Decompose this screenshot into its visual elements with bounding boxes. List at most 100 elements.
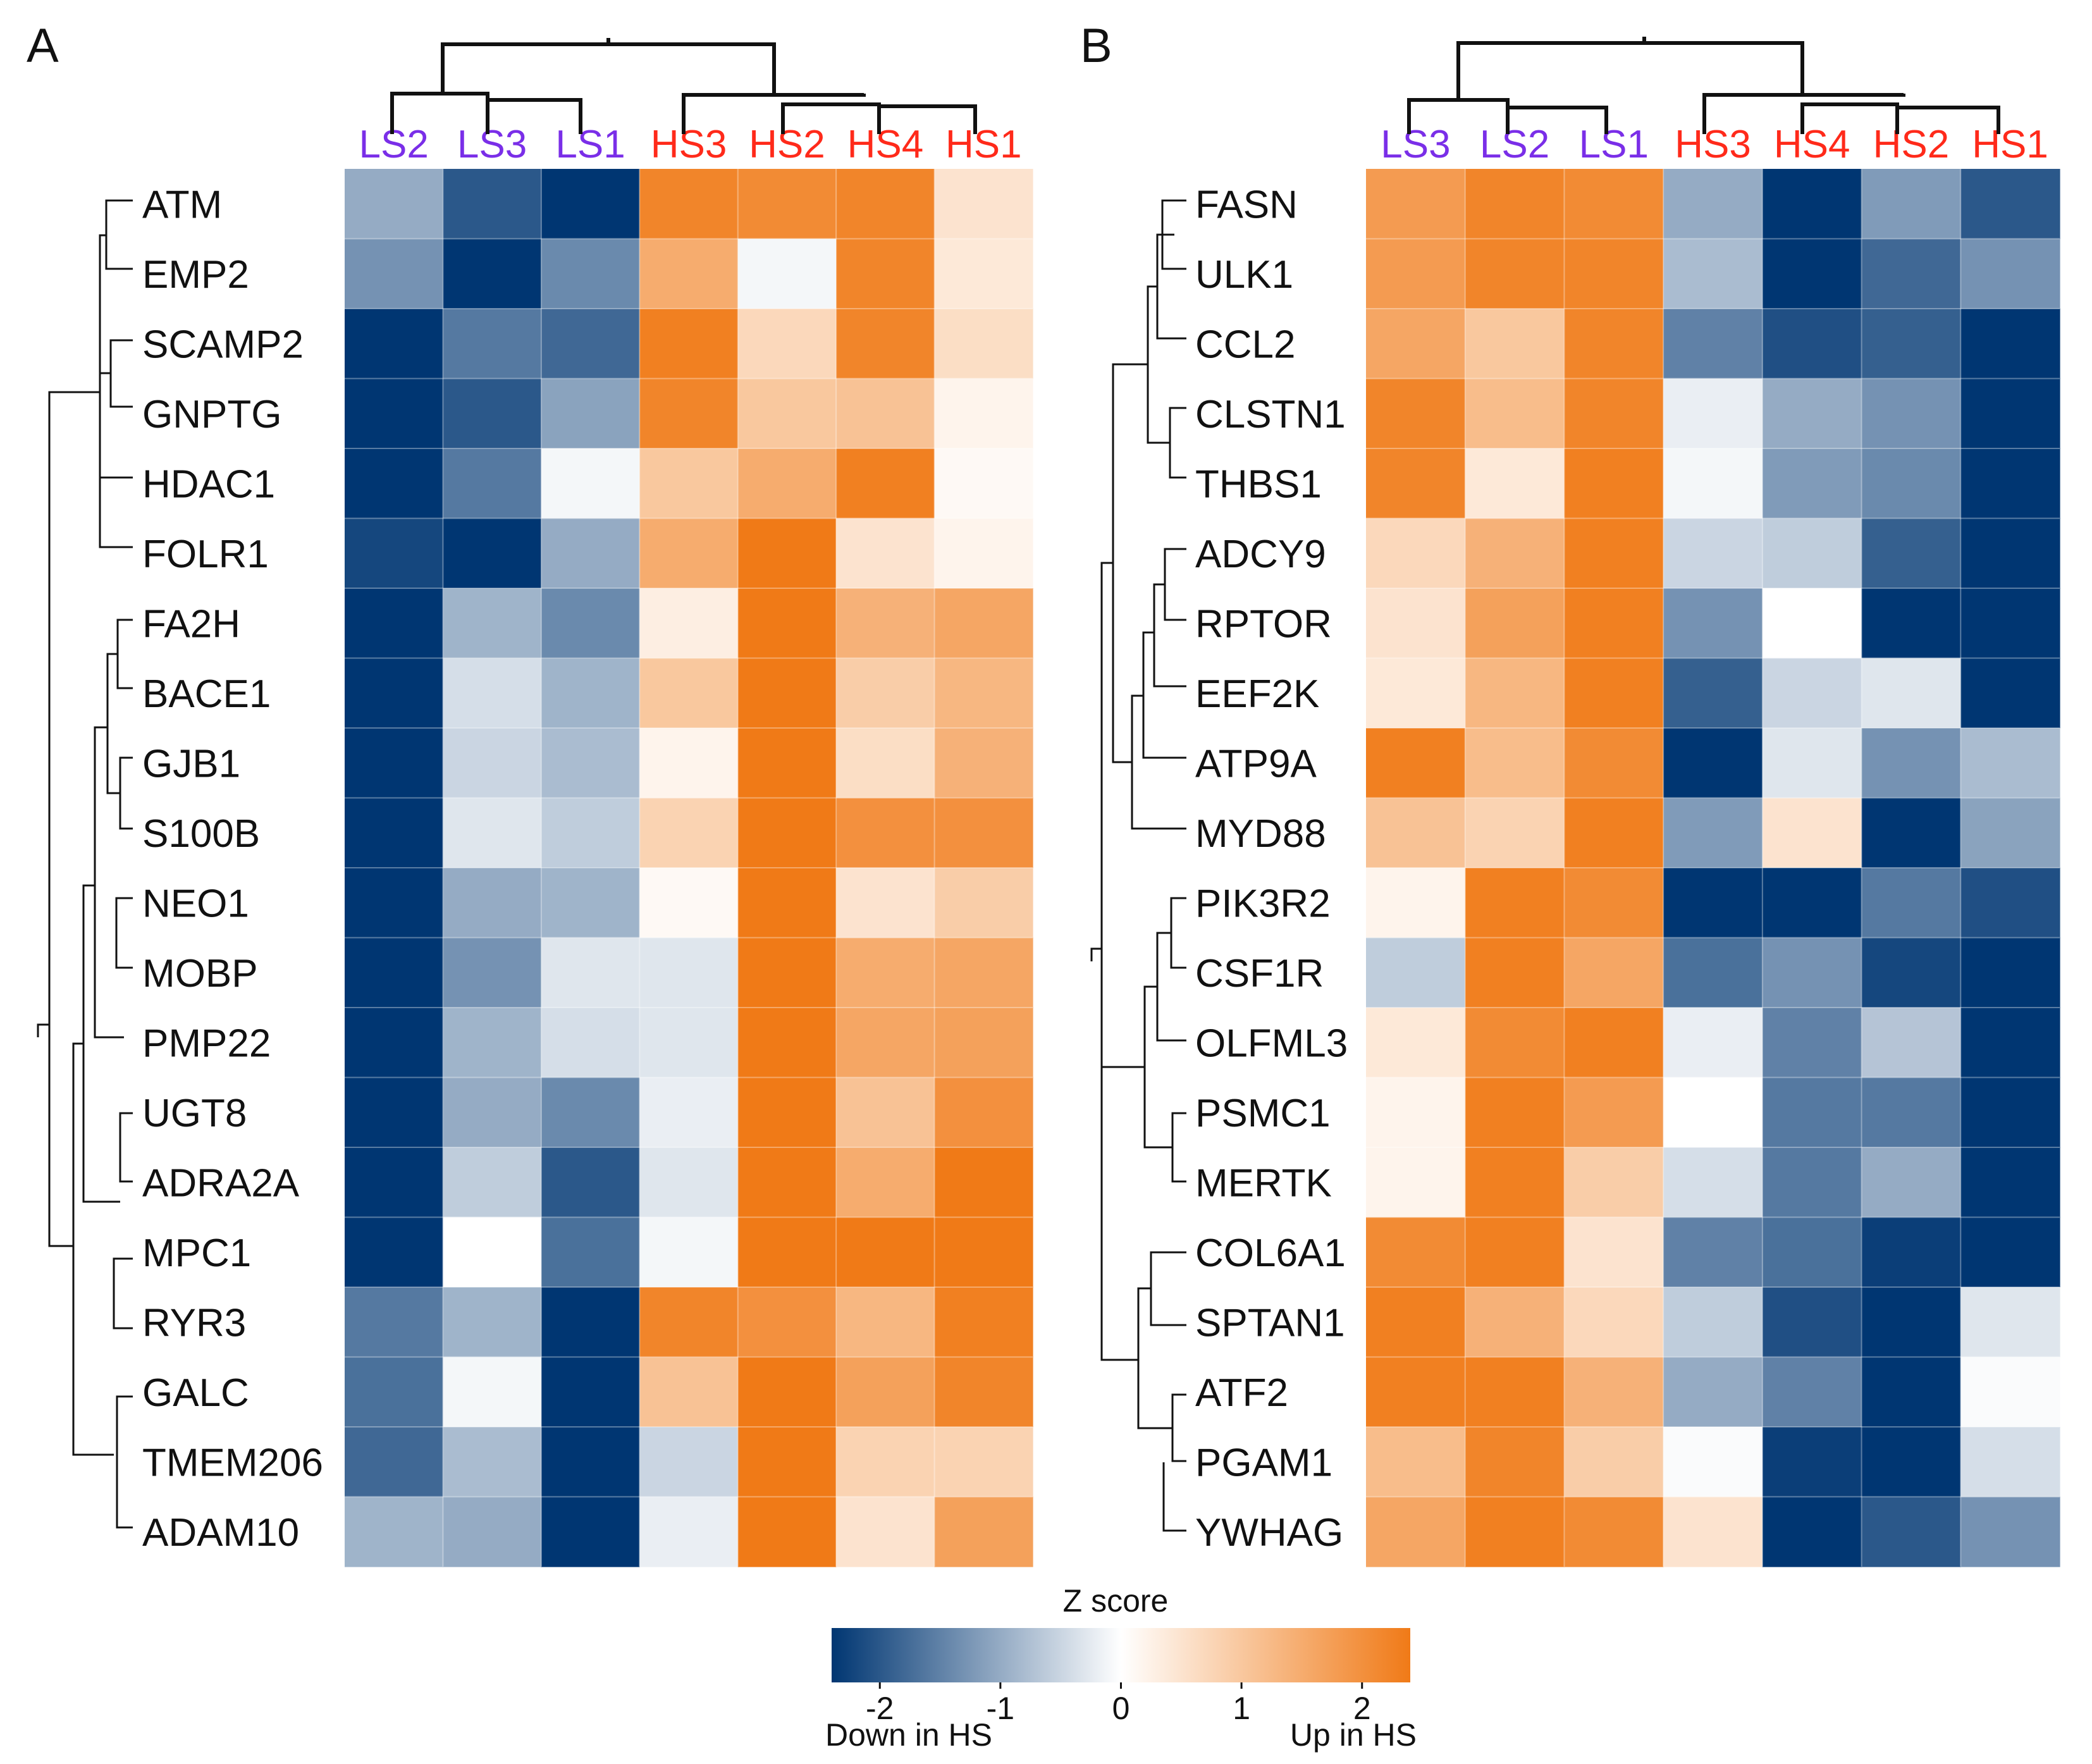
heatmap-cell-tmem206-hs4 [836,1427,935,1498]
row-label-ryr3: RYR3 [142,1301,246,1345]
heatmap-cell-gjb1-hs1 [934,728,1033,799]
column-label-ls3: LS3 [1381,123,1450,166]
heatmap-cell-fa2h-hs2 [737,588,837,659]
heatmap-cell-bace1-hs3 [639,658,739,729]
column-label-ls1: LS1 [555,123,625,166]
heatmap-cell-ywhag-hs4 [1762,1496,1862,1567]
heatmap-cell-myd88-hs1 [1960,798,2060,868]
heatmap-cell-psmc1-hs2 [1861,1077,1961,1148]
heatmap-cell-olfml3-hs2 [1861,1008,1961,1078]
heatmap-cell-adra2a-hs4 [836,1147,935,1218]
heatmap-cell-mpc1-hs4 [836,1217,935,1288]
row-label-mertk: MERTK [1195,1161,1332,1205]
heatmap-cell-ryr3-hs4 [836,1287,935,1358]
heatmap-cell-mpc1-hs2 [737,1217,837,1288]
heatmap-cell-sptan1-ls3 [1366,1287,1466,1358]
heatmap-cell-thbs1-hs3 [1663,448,1763,519]
panel-a-column-dendrogram [390,38,977,134]
row-label-gjb1: GJB1 [142,742,240,786]
heatmap-cell-atm-ls2 [345,169,444,240]
heatmap-cell-thbs1-hs2 [1861,448,1961,519]
heatmap-cell-mertk-ls1 [1564,1147,1664,1218]
row-label-myd88: MYD88 [1195,812,1326,856]
colorbar-tick-label: -2 [866,1691,894,1726]
heatmap-cell-s100b-hs2 [737,798,837,868]
row-label-adam10: ADAM10 [142,1511,299,1555]
heatmap-cell-psmc1-ls1 [1564,1077,1664,1148]
heatmap-cell-col6a1-hs2 [1861,1217,1961,1288]
heatmap-cell-pgam1-hs1 [1960,1427,2060,1498]
heatmap-cell-thbs1-hs4 [1762,448,1862,519]
heatmap-cell-pik3r2-ls2 [1465,868,1565,939]
heatmap-cell-olfml3-hs1 [1960,1008,2060,1078]
heatmap-cell-ccl2-ls3 [1366,309,1466,379]
heatmap-cell-eef2k-hs1 [1960,658,2060,729]
heatmap-cell-ywhag-hs1 [1960,1496,2060,1567]
column-label-hs2: HS2 [1873,123,1950,166]
heatmap-cell-ulk1-hs2 [1861,238,1961,309]
heatmap-cell-gjb1-ls2 [345,728,444,799]
heatmap-cell-rptor-hs1 [1960,588,2060,659]
row-label-neo1: NEO1 [142,882,249,925]
heatmap-cell-adcy9-ls2 [1465,518,1565,589]
heatmap-cell-gnptg-hs1 [934,378,1033,449]
heatmap-cell-ccl2-ls2 [1465,309,1565,379]
row-label-bace1: BACE1 [142,672,271,716]
heatmap-cell-ccl2-hs3 [1663,309,1763,379]
heatmap-cell-rptor-ls2 [1465,588,1565,659]
heatmap-cell-rptor-hs2 [1861,588,1961,659]
heatmap-cell-mobp-ls2 [345,937,444,1008]
heatmap-cell-bace1-hs4 [836,658,935,729]
heatmap-cell-neo1-ls2 [345,868,444,939]
heatmap-cell-tmem206-hs2 [737,1427,837,1498]
heatmap-cell-folr1-hs3 [639,518,739,589]
heatmap-cell-atm-ls3 [443,169,542,240]
heatmap-cell-pmp22-hs2 [737,1008,837,1078]
heatmap-cell-atf2-hs4 [1762,1357,1862,1428]
heatmap-cell-atp9a-ls1 [1564,728,1664,799]
heatmap-cell-fasn-hs4 [1762,169,1862,240]
row-label-pik3r2: PIK3R2 [1195,882,1331,925]
heatmap-cell-eef2k-hs4 [1762,658,1862,729]
heatmap-cell-mobp-ls1 [541,937,640,1008]
heatmap-cell-pmp22-ls2 [345,1008,444,1078]
heatmap-cell-ugt8-hs3 [639,1077,739,1148]
heatmap-cell-pmp22-hs1 [934,1008,1033,1078]
heatmap-cell-galc-ls3 [443,1357,542,1428]
heatmap-cell-hdac1-hs3 [639,448,739,519]
heatmap-cell-gnptg-hs2 [737,378,837,449]
heatmap-cell-neo1-ls3 [443,868,542,939]
heatmap-cell-mertk-ls3 [1366,1147,1466,1218]
heatmap-cell-olfml3-hs3 [1663,1008,1763,1078]
heatmap-cell-sptan1-hs1 [1960,1287,2060,1358]
row-label-galc: GALC [142,1371,249,1415]
heatmap-cell-ulk1-hs3 [1663,238,1763,309]
heatmap-cell-sptan1-hs4 [1762,1287,1862,1358]
heatmap-cell-adam10-hs3 [639,1496,739,1567]
heatmap-cell-ywhag-ls3 [1366,1496,1466,1567]
heatmap-cell-ugt8-ls2 [345,1077,444,1148]
row-label-ccl2: CCL2 [1195,323,1296,366]
heatmap-cell-galc-ls1 [541,1357,640,1428]
heatmap-cell-thbs1-ls3 [1366,448,1466,519]
heatmap-cell-ccl2-hs4 [1762,309,1862,379]
heatmap-cell-mertk-ls2 [1465,1147,1565,1218]
colorbar-tick-label: 0 [1112,1691,1130,1726]
heatmap-cell-adcy9-hs1 [1960,518,2060,589]
heatmap-cell-mobp-hs3 [639,937,739,1008]
heatmap-cell-ugt8-hs1 [934,1077,1033,1148]
heatmap-cell-mertk-hs1 [1960,1147,2060,1218]
heatmap-cell-olfml3-ls2 [1465,1008,1565,1078]
heatmap-cell-bace1-ls3 [443,658,542,729]
heatmap-cell-atm-hs4 [836,169,935,240]
heatmap-cell-adam10-ls2 [345,1496,444,1567]
heatmap-cell-atm-hs2 [737,169,837,240]
heatmap-cell-sptan1-ls1 [1564,1287,1664,1358]
heatmap-cell-adra2a-hs3 [639,1147,739,1218]
heatmap-cell-emp2-ls1 [541,238,640,309]
row-label-col6a1: COL6A1 [1195,1231,1346,1275]
heatmap-cell-olfml3-ls1 [1564,1008,1664,1078]
heatmap-cell-mertk-hs3 [1663,1147,1763,1218]
column-label-hs4: HS4 [847,123,924,166]
heatmap-cell-fasn-ls2 [1465,169,1565,240]
